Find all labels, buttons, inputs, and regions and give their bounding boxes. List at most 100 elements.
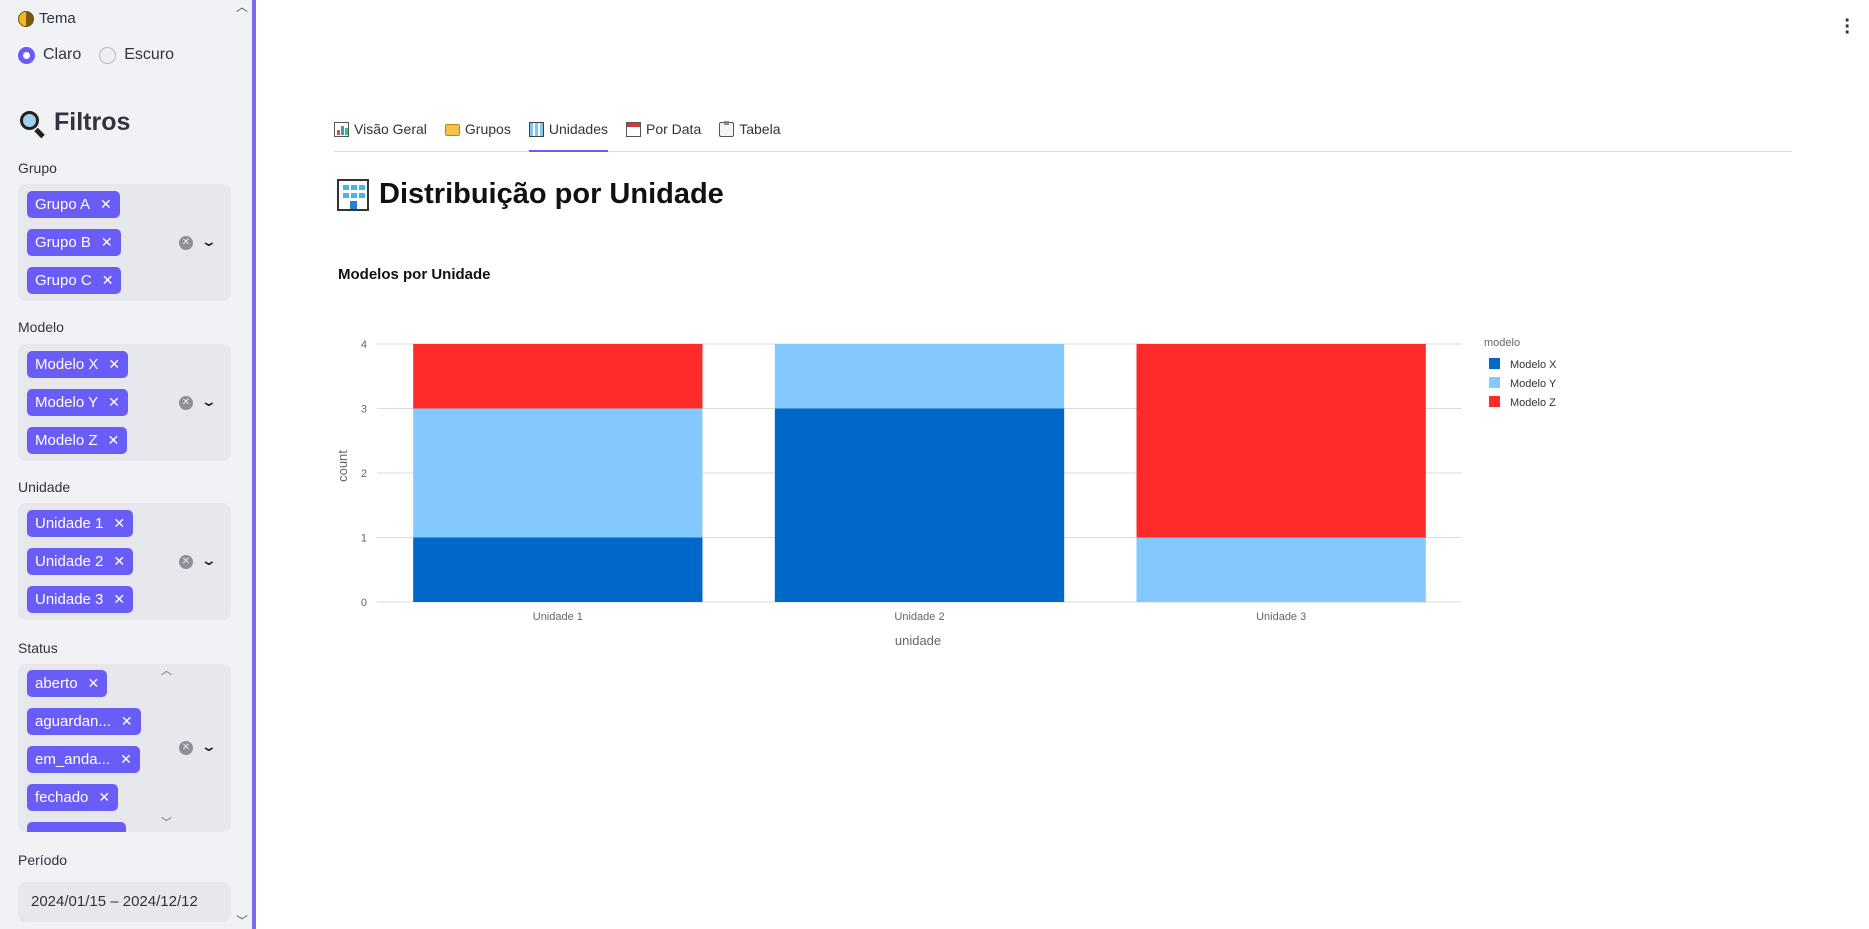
tag-label: Unidade 3 [35, 591, 104, 608]
chart-legend[interactable]: modelo Modelo X Modelo Y Modelo Z [1484, 337, 1557, 409]
grupo-multiselect[interactable]: Grupo A ✕ Grupo B ✕ Grupo C ✕ ✕ ⌄ [18, 184, 231, 301]
bar-segment[interactable] [413, 408, 703, 538]
remove-tag-icon[interactable]: ✕ [108, 356, 121, 372]
clear-all-icon[interactable]: ✕ [179, 741, 193, 755]
modelo-tag[interactable]: Modelo X ✕ [27, 351, 129, 378]
office-building-icon [337, 178, 369, 211]
theme-option-escuro[interactable]: Escuro [99, 46, 174, 64]
filters-title-text: Filtros [54, 108, 131, 136]
tag-label: aguardan... [35, 713, 111, 730]
remove-tag-icon[interactable]: ✕ [113, 515, 126, 531]
theme-option-label: Escuro [124, 46, 175, 63]
y-tick-label: 1 [361, 533, 367, 545]
status-tag[interactable]: em_anda... ✕ [27, 746, 140, 773]
scroll-down-icon[interactable]: ﹀ [161, 817, 172, 829]
bar-segment[interactable] [413, 344, 703, 409]
tag-label: Unidade 1 [35, 515, 104, 532]
sidebar-scroll-down-icon[interactable]: ﹀ [235, 914, 248, 928]
grupo-tag[interactable]: Grupo C ✕ [27, 267, 122, 294]
grupo-tag[interactable]: Grupo B ✕ [27, 229, 121, 256]
status-tag[interactable]: fechado ✕ [27, 784, 119, 811]
bar-segment[interactable] [413, 537, 703, 603]
bar-segment[interactable] [774, 344, 1065, 409]
x-tick-label: Unidade 1 [533, 611, 583, 623]
theme-option-claro[interactable]: Claro [18, 46, 81, 64]
legend-swatch[interactable] [1489, 377, 1500, 388]
kebab-menu-icon[interactable]: · · · [1844, 10, 1851, 44]
chevron-down-icon[interactable]: ⌄ [200, 393, 218, 409]
chevron-down-icon[interactable]: ⌄ [200, 738, 218, 754]
legend-item[interactable]: Modelo X [1510, 359, 1557, 371]
modelo-multiselect[interactable]: Modelo X ✕ Modelo Y ✕ Modelo Z ✕ ✕ ⌄ [18, 344, 231, 461]
modelo-tag[interactable]: Modelo Z ✕ [27, 427, 128, 454]
y-tick-label: 3 [361, 404, 367, 416]
remove-tag-icon[interactable]: ✕ [113, 591, 126, 607]
remove-tag-icon[interactable]: ✕ [100, 234, 113, 250]
bar-segment[interactable] [774, 408, 1065, 603]
bar-segment[interactable] [1136, 537, 1426, 603]
legend-item[interactable]: Modelo Z [1510, 397, 1556, 409]
x-tick-label: Unidade 3 [1256, 611, 1306, 623]
tag-label: aberto [35, 675, 78, 692]
legend-swatch[interactable] [1489, 358, 1500, 369]
radio-selected-icon[interactable] [18, 46, 35, 64]
office-building-icon [528, 122, 544, 137]
unidade-multiselect[interactable]: Unidade 1 ✕ Unidade 2 ✕ Unidade 3 ✕ ✕ ⌄ [18, 503, 231, 620]
scroll-up-icon[interactable]: ︿ [161, 665, 172, 677]
modelo-tag[interactable]: Modelo Y ✕ [27, 389, 128, 416]
tag-label: Grupo A [35, 196, 91, 213]
remove-tag-icon[interactable]: ✕ [100, 196, 112, 212]
status-tag-partial[interactable] [27, 822, 126, 832]
tab-por-data[interactable]: Por Data [625, 118, 701, 152]
bar-segment[interactable] [1136, 344, 1426, 538]
remove-tag-icon[interactable]: ✕ [120, 713, 133, 729]
theme-option-label: Claro [43, 46, 82, 63]
y-axis-title: count [335, 450, 350, 482]
tab-unidades[interactable]: Unidades [528, 118, 608, 152]
clear-all-icon[interactable]: ✕ [179, 396, 193, 410]
unidade-tag[interactable]: Unidade 1 ✕ [27, 510, 134, 537]
tab-grupos[interactable]: Grupos [444, 118, 511, 152]
remove-tag-icon[interactable]: ✕ [107, 432, 120, 448]
clipboard-icon [719, 121, 735, 137]
unidade-label: Unidade [18, 479, 71, 495]
tag-label: em_anda... [35, 751, 111, 768]
unidade-tag[interactable]: Unidade 2 ✕ [27, 548, 134, 575]
status-multiselect[interactable]: ︿ aberto ✕ aguardan... ✕ em_anda... ✕ fecha… [18, 664, 231, 832]
clear-all-icon[interactable]: ✕ [179, 236, 193, 250]
unidade-tag[interactable]: Unidade 3 ✕ [27, 586, 134, 613]
grupo-label: Grupo [18, 160, 57, 176]
remove-tag-icon[interactable]: ✕ [87, 675, 100, 691]
y-tick-label: 4 [361, 339, 367, 351]
remove-tag-icon[interactable]: ✕ [120, 751, 132, 767]
tag-label: Unidade 2 [35, 553, 104, 570]
legend-swatch[interactable] [1489, 396, 1500, 407]
theme-title: Tema [18, 10, 76, 27]
status-tag[interactable]: aguardan... ✕ [27, 708, 141, 735]
sidebar-scroll-up-icon[interactable]: ︿ [235, 0, 248, 14]
modelo-label: Modelo [18, 319, 64, 335]
main-content: · · · Visão Geral Grupos Unidades Por Data… [260, 0, 1869, 929]
tab-visao-geral[interactable]: Visão Geral [334, 118, 427, 152]
page-title-text: Distribuição por Unidade [379, 178, 724, 210]
tag-label: Modelo Z [35, 432, 98, 449]
tab-label: Visão Geral [354, 121, 427, 137]
chart-ticks: 0 1 2 3 4 Unidade 1 Unidade 2 Unidade 3 [361, 339, 1306, 623]
date-range-input[interactable]: 2024/01/15 – 2024/12/12 [18, 882, 231, 922]
tab-tabela[interactable]: Tabela [719, 118, 781, 152]
radio-unselected-icon[interactable] [99, 46, 117, 64]
chevron-down-icon[interactable]: ⌄ [200, 552, 218, 568]
legend-item[interactable]: Modelo Y [1510, 378, 1557, 390]
tag-label: Modelo X [35, 356, 99, 373]
grupo-tag[interactable]: Grupo A ✕ [27, 191, 120, 218]
status-tag[interactable]: aberto ✕ [27, 670, 108, 697]
chevron-down-icon[interactable]: ⌄ [200, 233, 218, 249]
remove-tag-icon[interactable]: ✕ [101, 272, 114, 288]
remove-tag-icon[interactable]: ✕ [108, 394, 120, 410]
page-title: Distribuição por Unidade [337, 178, 724, 211]
theme-label: Tema [39, 10, 76, 27]
remove-tag-icon[interactable]: ✕ [98, 789, 111, 805]
clear-all-icon[interactable]: ✕ [179, 555, 193, 569]
folder-icon [444, 124, 460, 136]
remove-tag-icon[interactable]: ✕ [113, 553, 126, 569]
